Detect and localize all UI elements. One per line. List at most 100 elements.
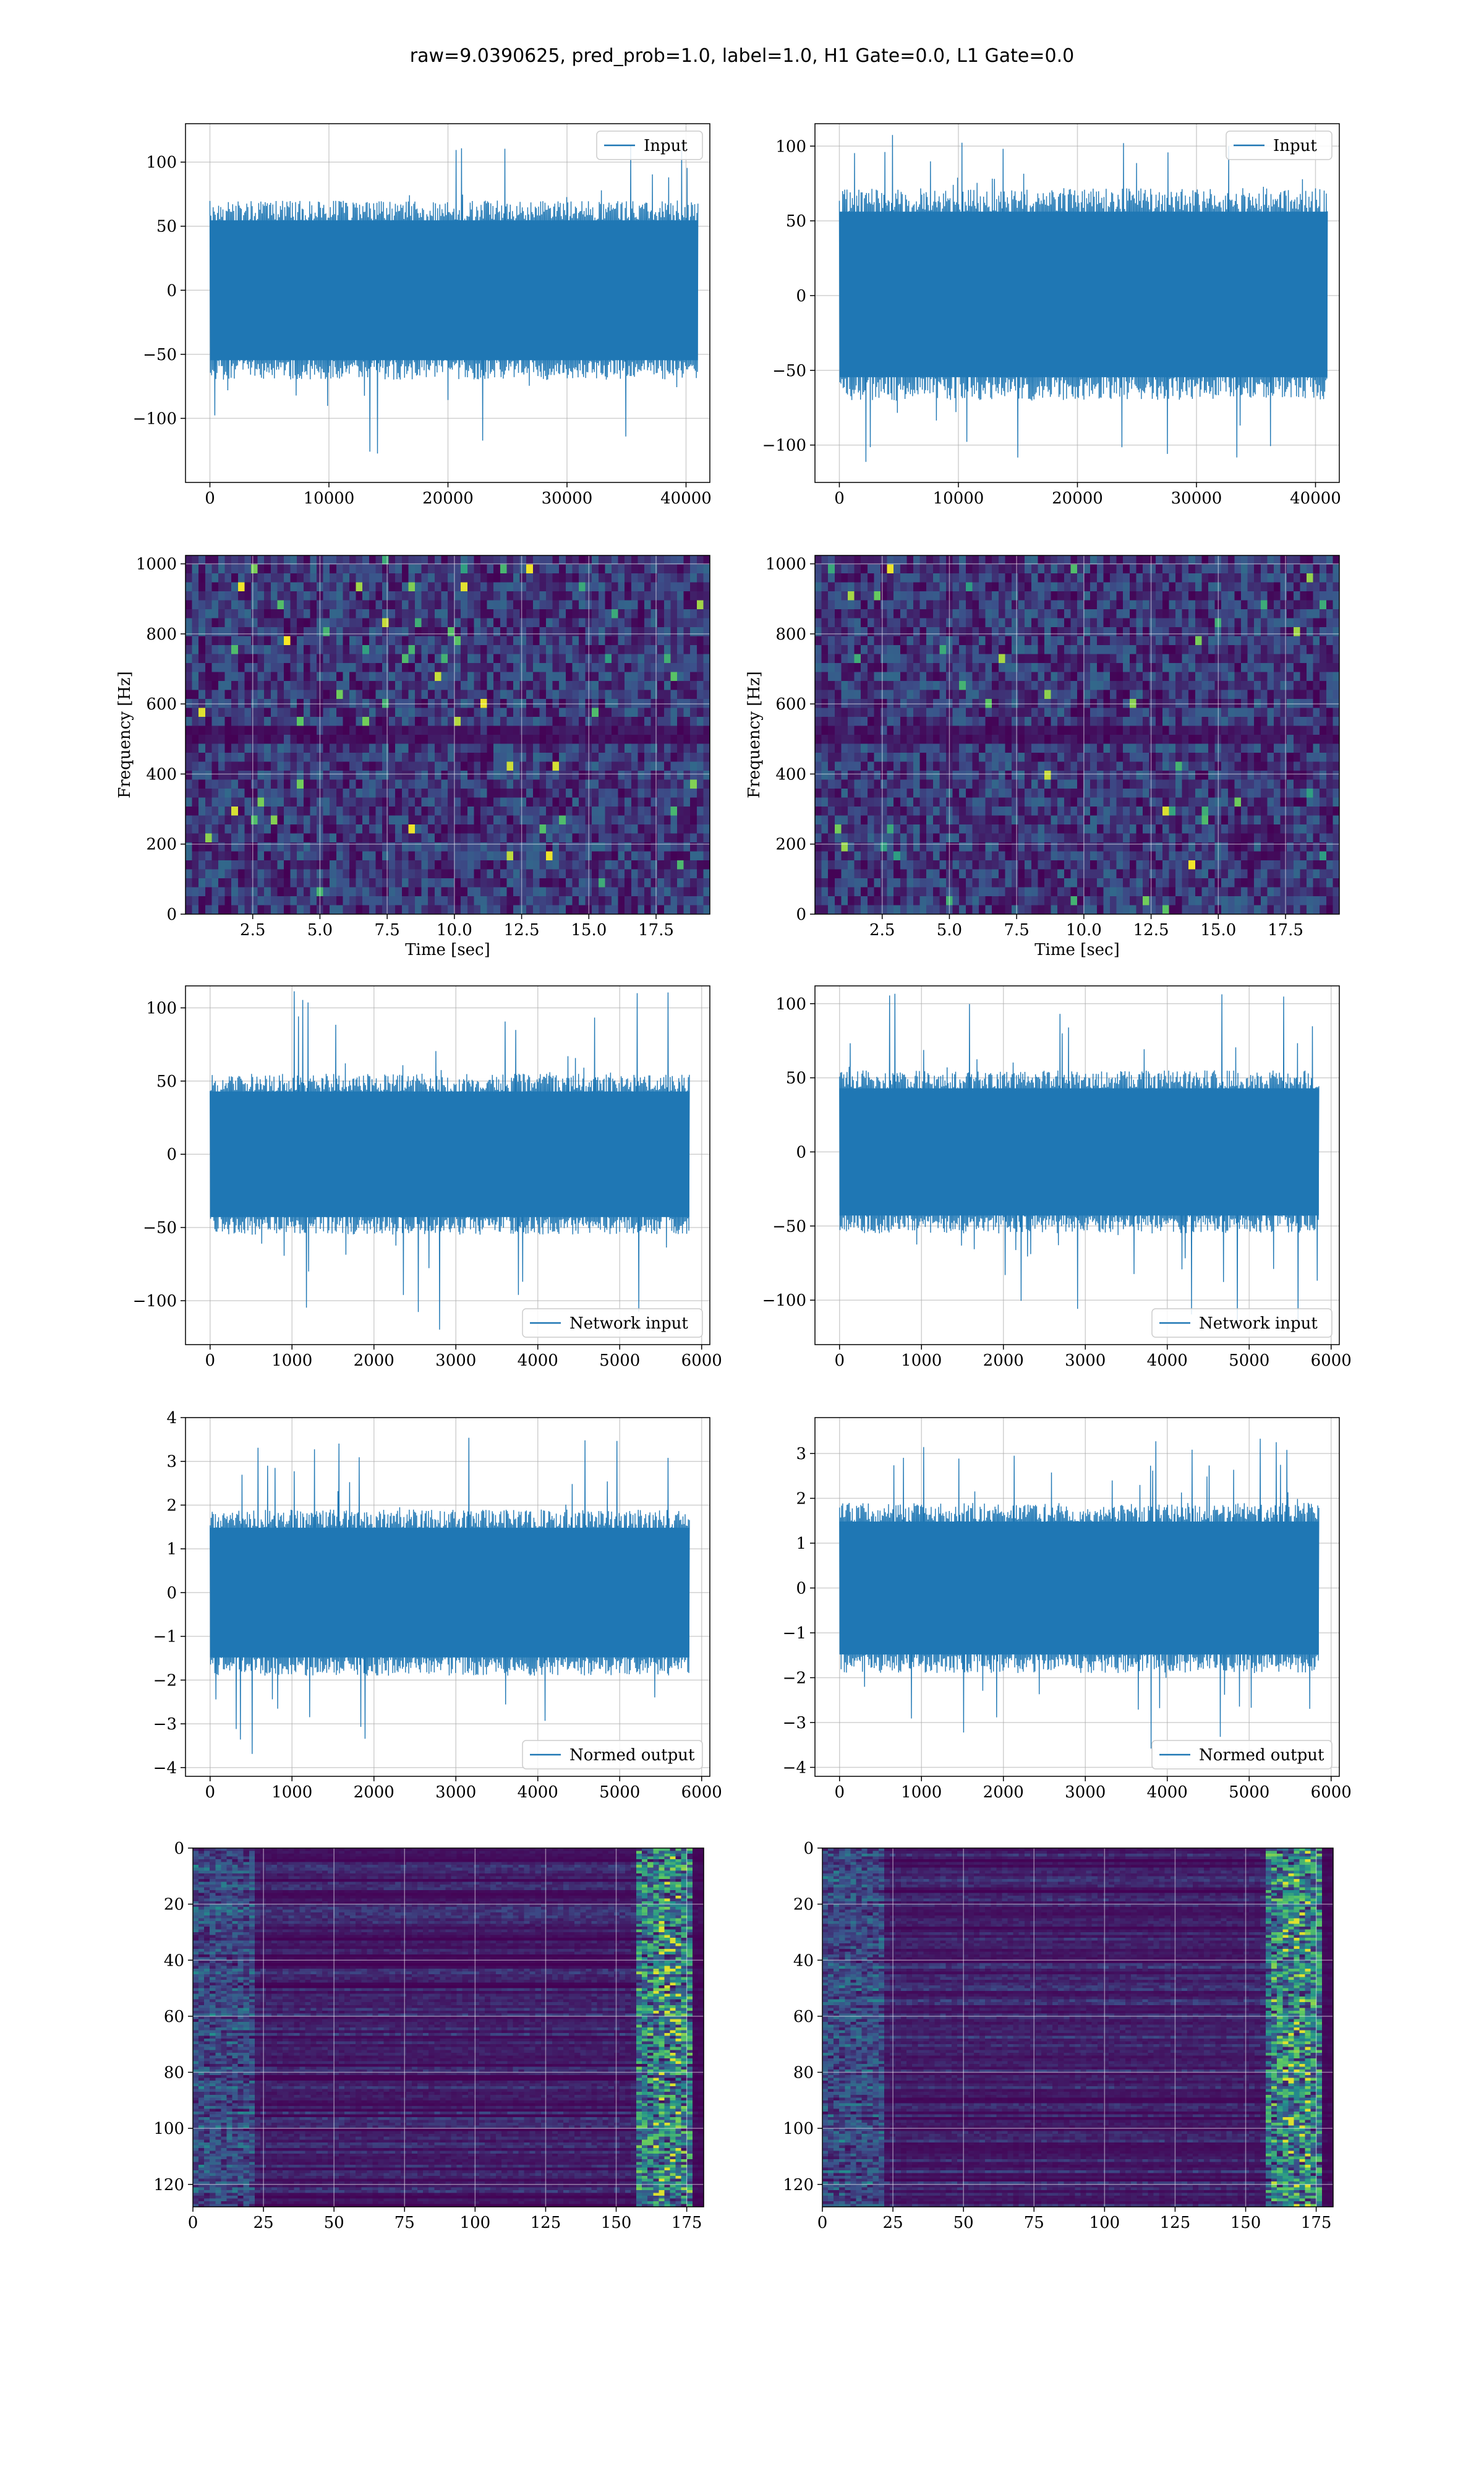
heatmap-cell	[579, 690, 586, 700]
heatmap-cell	[487, 735, 494, 745]
heatmap-cell	[539, 645, 547, 655]
heatmap-cell	[434, 789, 441, 798]
heatmap-cell	[1188, 636, 1196, 646]
heatmap-cell	[186, 681, 193, 691]
heatmap-cell	[821, 726, 829, 735]
heatmap-cell	[1214, 672, 1222, 682]
heatmap-cell	[638, 627, 645, 637]
heatmap-cell	[218, 753, 226, 763]
heatmap-cell	[572, 582, 579, 592]
heatmap-cell	[663, 627, 671, 637]
heatmap-cell	[323, 779, 330, 789]
heatmap-cell	[277, 591, 284, 601]
heatmap-cell	[257, 654, 265, 664]
heatmap-cell	[1208, 690, 1216, 700]
heatmap-cell	[670, 878, 678, 888]
heatmap-cell	[1169, 573, 1176, 583]
heatmap-cell	[526, 842, 534, 852]
heatmap-cell	[861, 726, 868, 735]
heatmap-cell	[349, 663, 357, 673]
heatmap-cell	[270, 654, 278, 664]
heatmap-cell	[454, 779, 461, 789]
heatmap-cell	[506, 555, 514, 565]
heatmap-cell	[1287, 717, 1294, 727]
heatmap-cell	[946, 645, 953, 655]
heatmap-cell	[552, 761, 560, 771]
heatmap-cell	[585, 779, 592, 789]
heatmap-cell	[992, 591, 999, 601]
heatmap-cell	[323, 869, 330, 879]
heatmap-cell	[192, 564, 199, 574]
heatmap-cell	[1018, 555, 1025, 565]
heatmap-cell	[848, 654, 855, 664]
heatmap-cell	[828, 627, 835, 637]
heatmap-cell	[1300, 717, 1307, 727]
heatmap-cell	[448, 771, 455, 781]
heatmap-cell	[251, 645, 258, 655]
heatmap-cell	[552, 609, 560, 619]
heatmap-cell	[1208, 735, 1216, 745]
heatmap-cell	[913, 627, 921, 637]
heatmap-cell	[303, 735, 310, 745]
heatmap-cell	[428, 887, 435, 897]
heatmap-cell	[467, 717, 474, 727]
heatmap-cell	[572, 600, 579, 610]
heatmap-cell	[618, 645, 625, 655]
heatmap-cell	[546, 887, 553, 897]
heatmap-cell	[395, 726, 403, 735]
heatmap-cell	[579, 618, 586, 628]
heatmap-cell	[467, 789, 474, 798]
heatmap-cell	[1267, 699, 1274, 709]
heatmap-cell	[480, 690, 488, 700]
heatmap-cell	[297, 708, 304, 717]
heatmap-cell	[251, 789, 258, 798]
heatmap-cell	[493, 609, 501, 619]
heatmap-cell	[421, 743, 429, 753]
heatmap-cell	[277, 789, 284, 798]
heatmap-cell	[631, 699, 638, 709]
heatmap-cell	[683, 627, 691, 637]
heatmap-cell	[493, 618, 501, 628]
series-line	[209, 145, 699, 454]
heatmap-cell	[303, 636, 310, 646]
heatmap-cell	[1110, 564, 1117, 574]
heatmap-cell	[1129, 690, 1136, 700]
heatmap-cell	[480, 726, 488, 735]
heatmap-cell	[1149, 609, 1156, 619]
heatmap-cell	[461, 807, 468, 816]
heatmap-cell	[244, 743, 252, 753]
heatmap-cell	[1254, 690, 1261, 700]
heatmap-cell	[1320, 699, 1327, 709]
heatmap-cell	[893, 627, 901, 637]
heatmap-cell	[1260, 681, 1268, 691]
heatmap-cell	[1260, 690, 1268, 700]
heatmap-cell	[579, 833, 586, 843]
heatmap-cell	[343, 645, 350, 655]
heatmap-cell	[1123, 564, 1130, 574]
heatmap-cell	[1110, 600, 1117, 610]
heatmap-cell	[690, 591, 697, 601]
heatmap-cell	[592, 645, 599, 655]
heatmap-cell	[650, 896, 658, 906]
heatmap-cell	[388, 582, 396, 592]
heatmap-cell	[519, 555, 527, 565]
heatmap-cell	[906, 663, 914, 673]
heatmap-cell	[264, 690, 271, 700]
heatmap-cell	[663, 815, 671, 825]
heatmap-cell	[526, 807, 534, 816]
heatmap-cell	[565, 609, 573, 619]
heatmap-cell	[965, 582, 973, 592]
heatmap-cell	[1175, 600, 1183, 610]
heatmap-cell	[579, 564, 586, 574]
heatmap-cell	[1116, 618, 1124, 628]
heatmap-cell	[343, 663, 350, 673]
heatmap-cell	[625, 797, 632, 807]
heatmap-cell	[638, 681, 645, 691]
heatmap-cell	[408, 681, 416, 691]
heatmap-cell	[881, 663, 888, 673]
heatmap-cell	[919, 636, 927, 646]
heatmap-cell	[1057, 681, 1065, 691]
heatmap-cell	[526, 636, 534, 646]
heatmap-cell	[428, 815, 435, 825]
heatmap-cell	[519, 735, 527, 745]
